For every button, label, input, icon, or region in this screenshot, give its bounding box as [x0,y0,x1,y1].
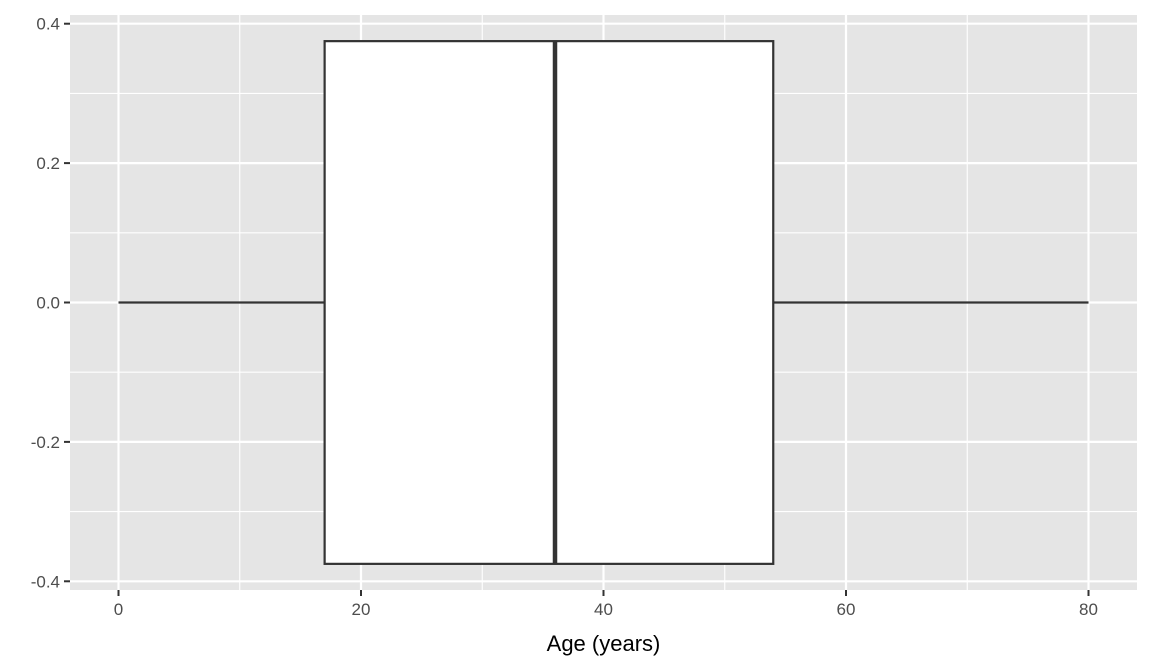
y-tick-label: 0.4 [36,15,60,34]
x-tick-label: 80 [1079,600,1098,619]
y-tick-label: 0.0 [36,294,60,313]
x-tick-label: 20 [352,600,371,619]
x-tick-label: 60 [837,600,856,619]
iqr-box [323,40,775,565]
x-tick-label: 0 [114,600,123,619]
y-tick-label: -0.4 [31,572,60,591]
x-tick-label: 40 [594,600,613,619]
x-axis-title: Age (years) [547,631,661,656]
y-tick-label: -0.2 [31,433,60,452]
boxplot [118,40,1089,565]
y-tick-label: 0.2 [36,154,60,173]
axes: 0 20 40 60 80 -0.4 -0.2 0.0 0.2 0.4 [31,15,1098,619]
